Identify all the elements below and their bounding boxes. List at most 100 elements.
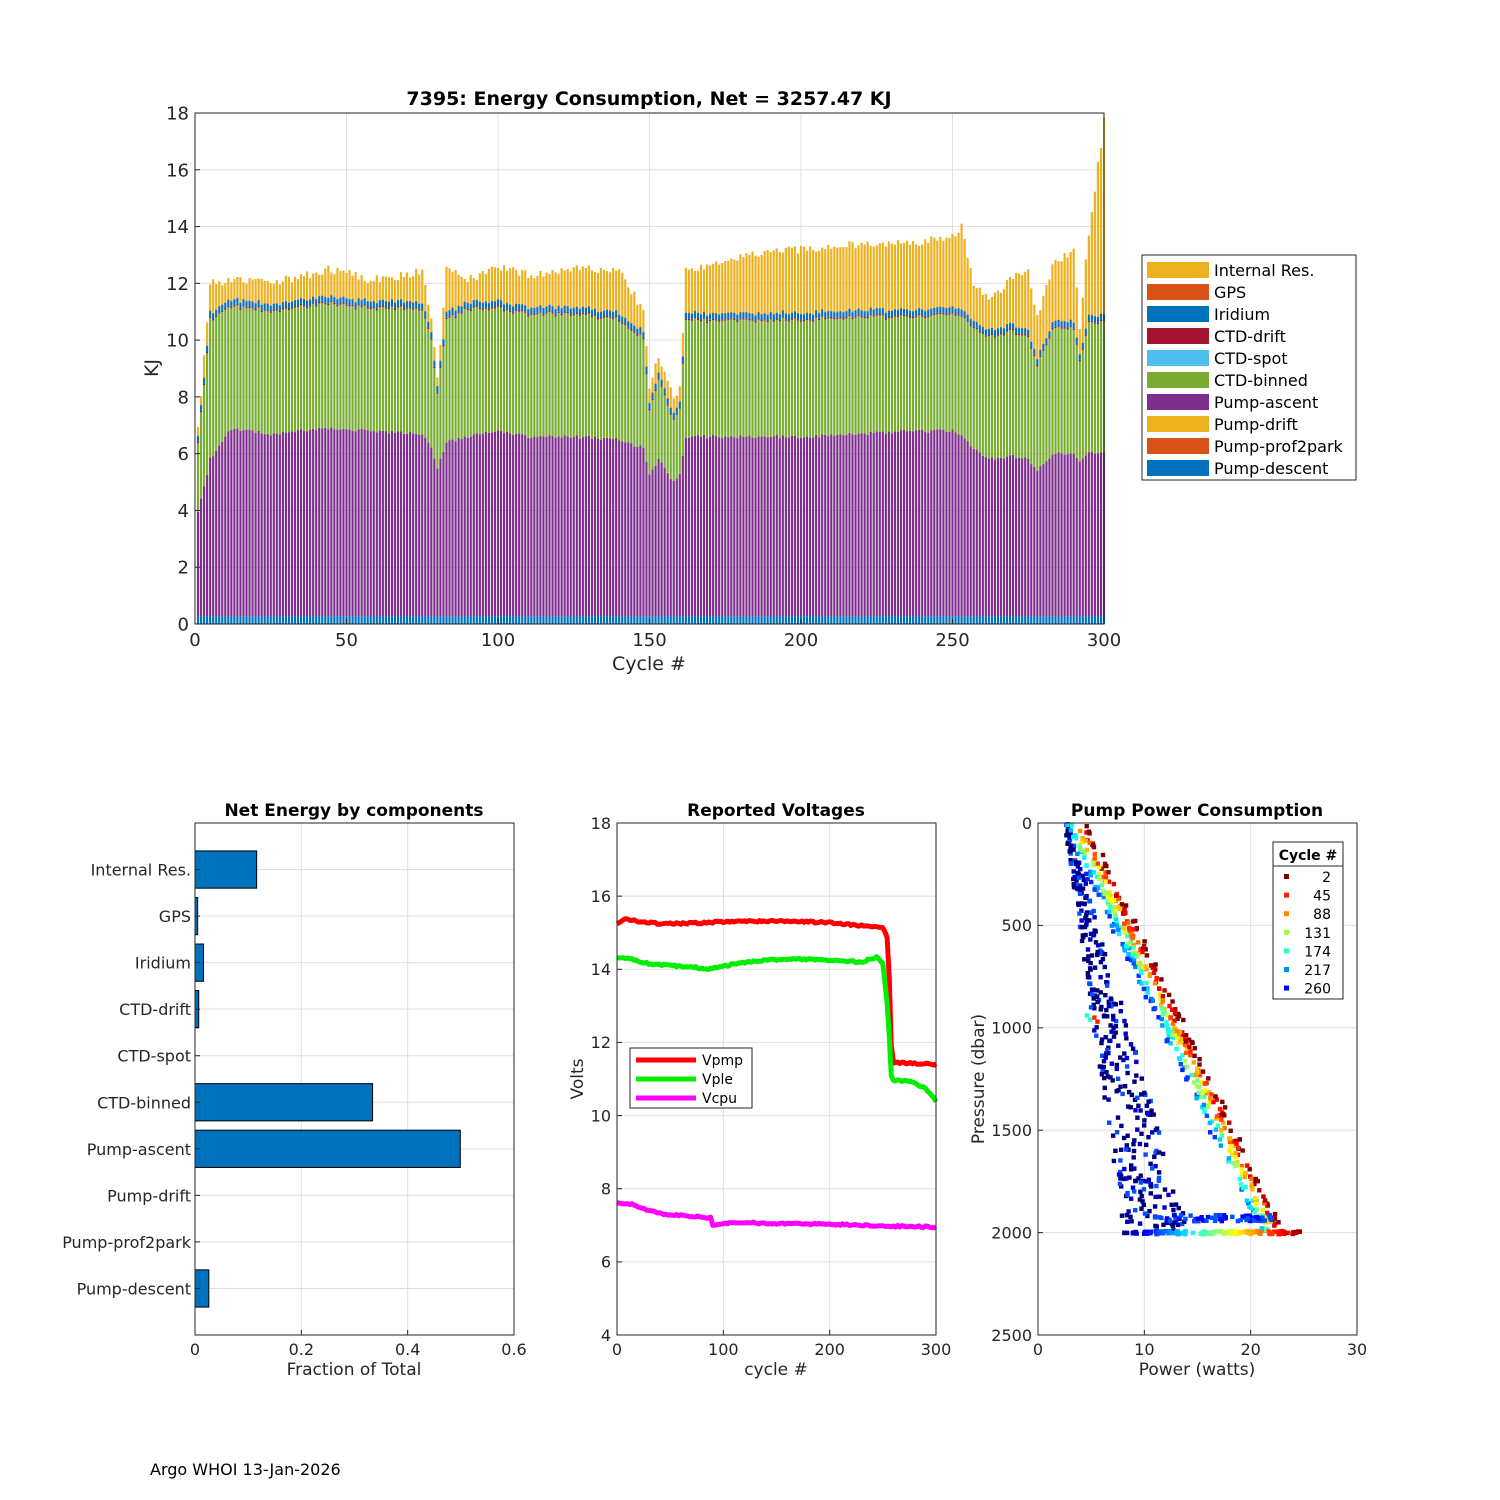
energy-bar-segment xyxy=(578,270,581,309)
energy-bar-segment xyxy=(875,314,878,316)
energy-bar-segment xyxy=(896,431,900,617)
energy-bar-segment xyxy=(690,313,694,320)
energy-bar-segment xyxy=(248,278,251,301)
pump-point xyxy=(1168,1041,1173,1046)
pump-point xyxy=(1259,1226,1264,1231)
energy-bar-segment xyxy=(863,316,866,319)
energy-bar-segment xyxy=(981,295,984,327)
pump-point xyxy=(1088,937,1093,942)
energy-bar-segment xyxy=(896,310,900,316)
energy-bar-segment xyxy=(957,315,960,435)
pump-legend-marker xyxy=(1284,967,1289,972)
energy-bar-segment xyxy=(1030,288,1033,342)
energy-bar-segment xyxy=(669,387,672,408)
energy-bar-segment xyxy=(342,302,345,304)
energy-bar-segment xyxy=(912,310,915,312)
energy-bar-segment xyxy=(899,313,903,316)
energy-bar-segment xyxy=(502,303,506,305)
energy-bar-segment xyxy=(439,616,442,624)
energy-bar-segment xyxy=(439,344,442,361)
energy-bar-segment xyxy=(869,313,872,316)
pump-point xyxy=(1099,1072,1105,1077)
energy-bar-segment xyxy=(812,437,815,617)
energy-bar-segment xyxy=(963,438,966,617)
energy-bar-segment xyxy=(263,434,266,617)
energy-bar-segment xyxy=(275,303,278,304)
energy-bar-segment xyxy=(609,316,612,318)
pump-point xyxy=(1091,858,1096,863)
energy-bar-segment xyxy=(566,436,569,617)
energy-bar-segment xyxy=(887,616,890,624)
energy-bar-segment xyxy=(396,299,400,301)
pump-point xyxy=(1147,973,1152,978)
energy-bar-segment xyxy=(278,312,281,435)
energy-bar-segment xyxy=(272,433,275,617)
energy-bar-segment xyxy=(642,310,645,332)
pump-point xyxy=(1217,1113,1222,1118)
energy-bar-segment xyxy=(209,311,212,317)
pump-point xyxy=(1221,1120,1226,1126)
energy-bar-segment xyxy=(506,616,509,624)
energy-bar-segment xyxy=(1051,616,1054,624)
energy-bar-segment xyxy=(324,302,327,305)
energy-bar-segment xyxy=(1087,616,1090,624)
energy-bar-segment xyxy=(499,305,503,308)
pump-point xyxy=(1102,1085,1107,1091)
energy-bar-segment xyxy=(718,437,721,617)
energy-bar-segment xyxy=(575,306,578,307)
energy-bar-segment xyxy=(369,301,372,308)
pump-point xyxy=(1184,1047,1190,1053)
pump-point xyxy=(1132,1189,1137,1194)
energy-bar-segment xyxy=(239,310,242,431)
energy-bar-segment xyxy=(884,312,887,319)
energy-bar-segment xyxy=(478,307,481,310)
energy-bar-segment xyxy=(1087,314,1090,316)
energy-bar-segment xyxy=(484,616,487,624)
energy-bar-segment xyxy=(209,616,212,624)
energy-bar-segment xyxy=(990,616,993,624)
energy-bar-segment xyxy=(999,334,1003,458)
energy-bar-segment xyxy=(936,312,939,315)
energy-bar-segment xyxy=(236,616,239,624)
energy-bar-segment xyxy=(218,616,221,624)
energy-bar-segment xyxy=(669,407,672,414)
energy-bar-segment xyxy=(818,318,821,321)
pump-point xyxy=(1193,1216,1198,1222)
energy-bar-segment xyxy=(530,313,533,315)
energy-bar-segment xyxy=(860,433,863,617)
energy-bar-segment xyxy=(742,319,745,437)
pump-point xyxy=(1206,1076,1211,1081)
energy-bar-segment xyxy=(578,314,581,316)
energy-bar-segment xyxy=(196,441,200,444)
pump-point xyxy=(1128,1214,1133,1219)
energy-bar-segment xyxy=(545,272,548,307)
energy-bar-segment xyxy=(848,241,851,309)
energy-bar-segment xyxy=(908,430,912,617)
energy-bar-segment xyxy=(296,300,300,306)
energy-bar-segment xyxy=(209,318,212,458)
energy-bar-segment xyxy=(557,273,560,306)
energy-bar-segment xyxy=(709,436,712,617)
energy-bar-segment xyxy=(581,312,584,315)
energy-bar-segment xyxy=(1002,328,1006,335)
energy-bar-segment xyxy=(869,246,872,308)
energy-bar-segment xyxy=(475,299,478,306)
energy-bar-segment xyxy=(778,319,781,322)
pump-point xyxy=(1098,1007,1103,1012)
energy-bar-segment xyxy=(993,329,997,331)
energy-bar-segment xyxy=(524,435,527,617)
energy-bar-segment xyxy=(939,312,942,315)
energy-bar-segment xyxy=(945,307,948,309)
energy-bar-segment xyxy=(296,299,300,301)
energy-bar-segment xyxy=(1008,616,1012,624)
energy-bar-segment xyxy=(736,260,739,315)
pump-point xyxy=(1205,1214,1211,1220)
pump-point xyxy=(1125,941,1131,946)
energy-bar-segment xyxy=(690,616,694,624)
energy-bar-segment xyxy=(399,305,403,307)
energy-bar-segment xyxy=(881,242,884,308)
energy-bar-segment xyxy=(254,432,257,617)
energy-bar-segment xyxy=(866,318,869,435)
energy-bar-segment xyxy=(393,432,397,617)
pump-point xyxy=(1138,1108,1143,1113)
